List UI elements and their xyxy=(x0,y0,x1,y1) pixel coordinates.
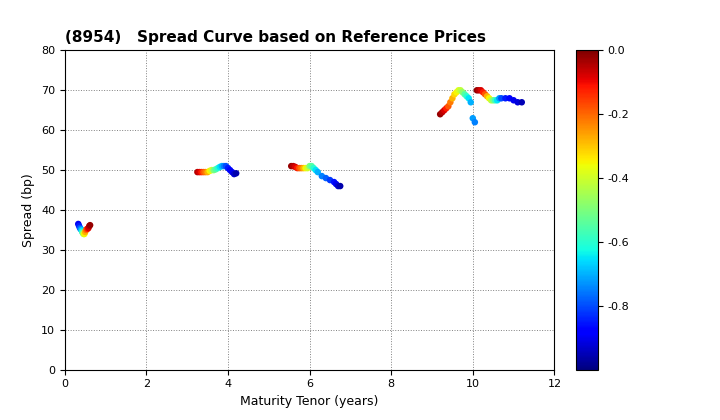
Point xyxy=(310,167,321,173)
Point xyxy=(504,95,516,102)
Point xyxy=(73,220,84,227)
Point xyxy=(306,163,318,169)
Point xyxy=(78,231,89,237)
Point xyxy=(316,173,328,179)
Point xyxy=(320,175,332,181)
Text: (8954)   Spread Curve based on Reference Prices: (8954) Spread Curve based on Reference P… xyxy=(65,30,486,45)
Point xyxy=(300,165,311,171)
Point xyxy=(444,99,456,105)
Point xyxy=(192,169,203,176)
Point xyxy=(456,89,468,96)
Point xyxy=(480,91,491,97)
Point xyxy=(296,165,307,171)
Point xyxy=(214,163,225,170)
Point xyxy=(218,163,230,169)
Point xyxy=(485,97,497,104)
Point xyxy=(463,95,474,102)
Point xyxy=(204,168,215,174)
Point xyxy=(216,163,228,169)
Point xyxy=(487,97,499,104)
Point xyxy=(434,111,446,118)
Point xyxy=(75,226,86,233)
Point xyxy=(438,107,450,113)
Point xyxy=(83,225,94,231)
Point xyxy=(222,165,234,171)
Point xyxy=(84,223,95,229)
Point xyxy=(469,119,481,126)
Point xyxy=(194,169,205,176)
Point xyxy=(287,163,299,169)
Point xyxy=(308,165,320,171)
Point xyxy=(76,226,87,233)
Point xyxy=(333,183,344,189)
Point xyxy=(453,87,464,94)
Point xyxy=(490,97,501,104)
Point xyxy=(298,165,310,171)
Point xyxy=(289,163,301,170)
Point xyxy=(455,87,467,94)
Point xyxy=(512,99,523,105)
Point xyxy=(78,231,90,237)
Point xyxy=(82,226,94,232)
Point xyxy=(230,170,242,177)
Point xyxy=(459,91,470,97)
Point xyxy=(202,169,213,176)
Point xyxy=(330,181,342,187)
Point xyxy=(436,109,448,116)
Point xyxy=(477,89,489,96)
Point xyxy=(228,171,240,177)
Y-axis label: Spread (bp): Spread (bp) xyxy=(22,173,35,247)
Point xyxy=(76,227,88,234)
Point xyxy=(73,223,85,229)
Point xyxy=(224,167,235,173)
Point xyxy=(84,222,96,228)
Point xyxy=(494,95,505,102)
Point xyxy=(446,95,458,102)
Point xyxy=(467,115,479,121)
Point xyxy=(196,169,207,176)
Point xyxy=(208,167,220,173)
Point xyxy=(220,163,232,169)
Point xyxy=(461,93,472,100)
Point xyxy=(78,231,90,237)
Point xyxy=(465,99,477,105)
Point xyxy=(334,183,346,189)
Point xyxy=(200,169,212,176)
Point xyxy=(294,165,305,171)
Point xyxy=(80,226,91,233)
Point xyxy=(210,166,222,173)
Point xyxy=(328,178,340,185)
Point xyxy=(473,87,485,94)
Point xyxy=(206,167,217,173)
Point xyxy=(292,165,303,171)
Point xyxy=(226,169,238,176)
Point xyxy=(74,225,86,231)
Point xyxy=(79,228,91,235)
Point xyxy=(78,230,89,236)
Point xyxy=(212,165,224,171)
Point xyxy=(304,163,315,169)
X-axis label: Maturity Tenor (years): Maturity Tenor (years) xyxy=(240,395,379,408)
Point xyxy=(77,229,89,236)
Point xyxy=(76,228,88,235)
Point xyxy=(451,89,462,96)
Point xyxy=(475,87,487,94)
Point xyxy=(285,163,297,169)
Point xyxy=(500,95,511,102)
Point xyxy=(324,177,336,184)
Point xyxy=(481,93,492,100)
Point xyxy=(516,99,528,105)
Point xyxy=(492,97,503,104)
Point xyxy=(471,87,482,94)
Point xyxy=(302,165,313,171)
Point xyxy=(483,95,495,102)
Point xyxy=(81,226,93,233)
Point xyxy=(312,169,323,176)
Point xyxy=(495,95,507,102)
Point xyxy=(449,91,460,97)
Point xyxy=(508,97,519,104)
Point xyxy=(443,103,454,110)
Point xyxy=(198,169,210,176)
Point xyxy=(441,105,452,112)
